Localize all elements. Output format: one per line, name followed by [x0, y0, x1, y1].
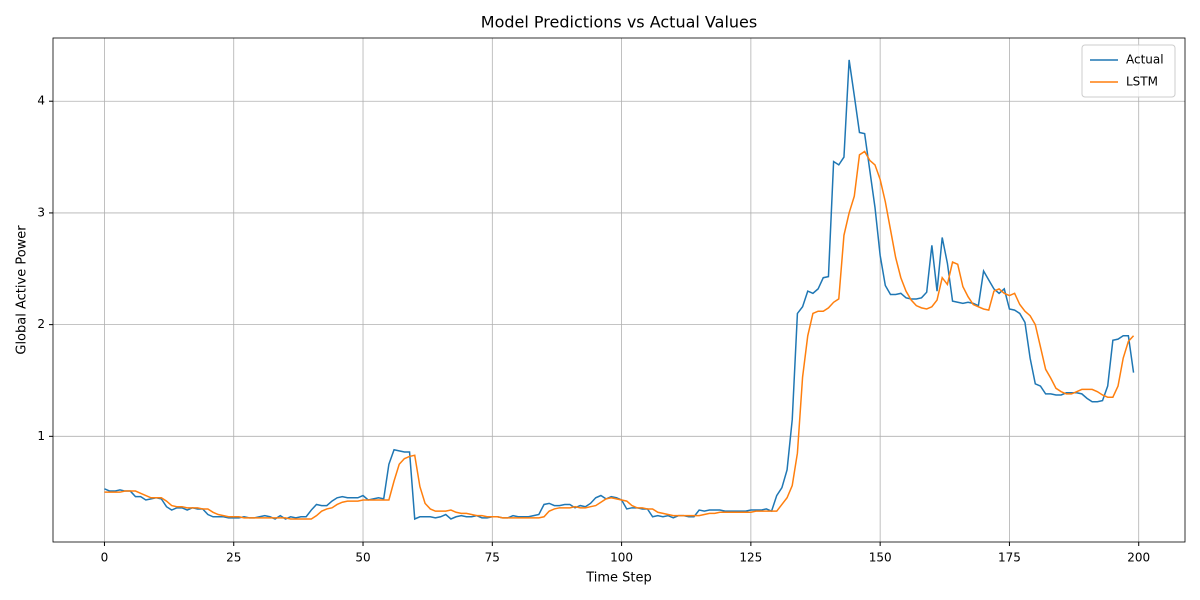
- y-tick-label: 3: [37, 205, 45, 219]
- series-line: [104, 150, 1135, 520]
- y-tick-label: 4: [37, 94, 45, 108]
- x-tick-label: 150: [869, 551, 892, 565]
- x-tick-label: 25: [226, 551, 241, 565]
- x-tick-label: 0: [101, 551, 109, 565]
- x-tick-label: 100: [610, 551, 633, 565]
- x-tick-label: 75: [485, 551, 500, 565]
- legend-box: [1081, 44, 1176, 98]
- y-tick-label: 2: [37, 317, 45, 331]
- legend-label: Actual: [1126, 53, 1164, 67]
- x-axis-label: Time Step: [585, 571, 652, 586]
- x-tick-label: 200: [1127, 551, 1150, 565]
- chart-title: Model Predictions vs Actual Values: [481, 13, 757, 32]
- legend-label: LSTM: [1126, 75, 1158, 89]
- x-tick-label: 175: [998, 551, 1021, 565]
- x-tick-label: 50: [355, 551, 370, 565]
- plot-frame: [52, 37, 1186, 543]
- y-axis-label: Global Active Power: [15, 225, 30, 355]
- y-tick-label: 1: [37, 429, 45, 443]
- series-line: [104, 59, 1135, 521]
- x-tick-label: 125: [739, 551, 762, 565]
